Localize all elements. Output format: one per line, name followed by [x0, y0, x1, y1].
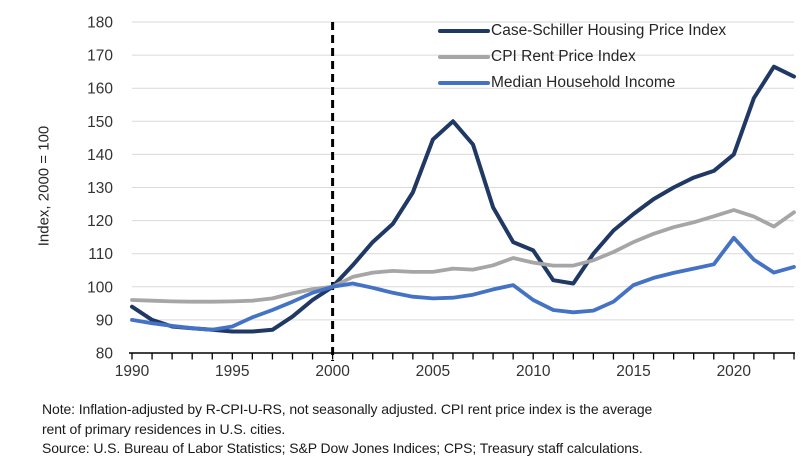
legend-item-median-income: Median Household Income — [438, 70, 726, 96]
note-text-line2: rent of primary residences in U.S. citie… — [42, 420, 286, 437]
y-tick-label: 180 — [87, 15, 113, 32]
y-tick-label: 120 — [87, 213, 113, 230]
y-tick-label: 110 — [88, 246, 113, 263]
x-tick-label: 2000 — [315, 363, 350, 380]
y-tick-label: 90 — [96, 312, 114, 329]
y-tick-label: 100 — [87, 279, 113, 296]
x-tick-label: 1995 — [215, 363, 249, 380]
legend-swatch-cpi-rent-line — [438, 54, 490, 60]
legend-label: CPI Rent Price Index — [491, 48, 636, 65]
y-tick-label: 130 — [87, 180, 113, 197]
chart-legend: Case-Schiller Housing Price Index CPI Re… — [438, 18, 726, 96]
x-tick-label: 2010 — [516, 363, 551, 380]
y-tick-label: 170 — [87, 48, 113, 65]
legend-item-case-schiller: Case-Schiller Housing Price Index — [438, 18, 726, 44]
legend-item-cpi-rent: CPI Rent Price Index — [438, 44, 726, 70]
y-tick-label: 160 — [87, 81, 113, 98]
chart-footnotes: Note: Inflation-adjusted by R-CPI-U-RS, … — [42, 400, 782, 459]
line-chart: 80 90 100 110 120 130 140 150 160 170 180 1990 1995 2… — [87, 15, 796, 380]
y-axis-title: Index, 2000 = 100 — [35, 125, 53, 247]
source-text: Source: U.S. Bureau of Labor Statistics;… — [42, 440, 643, 456]
legend-swatch-median-income-line — [438, 80, 490, 86]
series-line — [130, 235, 796, 332]
y-tick-label: 150 — [87, 114, 113, 131]
y-tick-label: 80 — [96, 346, 114, 363]
series-line — [130, 208, 796, 304]
x-tick-label: 2015 — [616, 363, 650, 380]
legend-label: Median Household Income — [491, 74, 676, 91]
x-tick-label: 1990 — [115, 363, 150, 380]
legend-swatch-case-schiller-line — [438, 28, 490, 34]
legend-label: Case-Schiller Housing Price Index — [491, 22, 727, 39]
x-tick-label: 2020 — [717, 363, 752, 380]
y-tick-label: 140 — [87, 147, 113, 164]
x-tick-label: 2005 — [416, 363, 450, 380]
note-text-line1: Note: Inflation-adjusted by R-CPI-U-RS, … — [42, 401, 653, 417]
series-line — [130, 64, 796, 334]
